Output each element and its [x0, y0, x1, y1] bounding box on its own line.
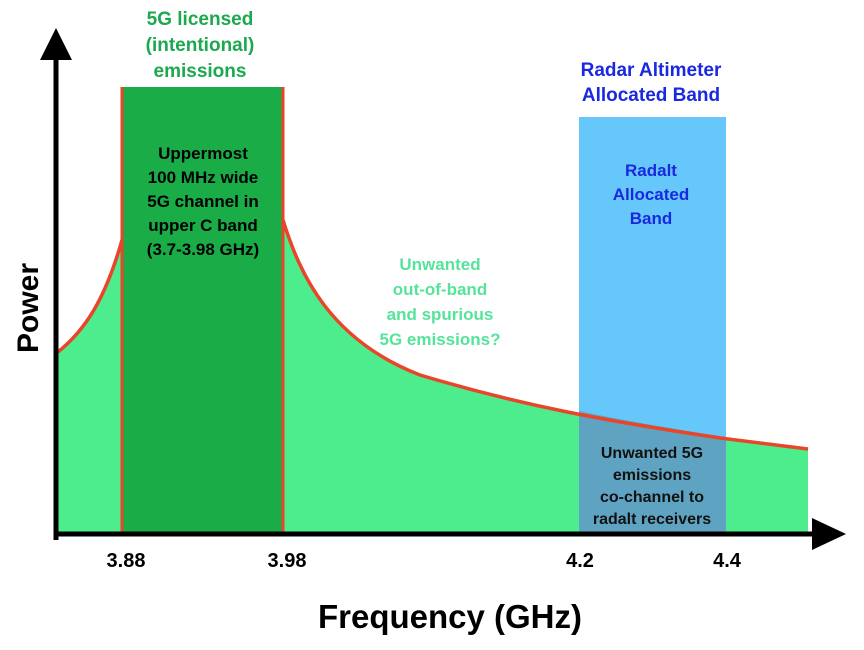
overlap-region-label-line: emissions: [613, 467, 691, 484]
radalt-band-inner-label-line: Radalt: [625, 161, 677, 180]
licensed-band-description-line: 5G channel in: [147, 192, 258, 211]
overlap-region-label-line: Unwanted 5G: [601, 445, 703, 462]
unwanted-emissions-label-line: Unwanted: [399, 255, 480, 274]
x-axis-arrow-icon: [812, 518, 846, 550]
emission-curve-right: [281, 219, 809, 451]
radalt-band-inner-label: Radalt Allocated Band: [613, 161, 690, 228]
tick-label-4-2: 4.2: [566, 550, 594, 572]
licensed-band-title-line: emissions: [154, 61, 247, 82]
radalt-overlap-region: [579, 411, 726, 532]
unwanted-emissions-label-line: 5G emissions?: [380, 330, 501, 349]
x-axis-title: Frequency (GHz): [318, 598, 582, 635]
unwanted-emissions-label: Unwanted out-of-band and spurious 5G emissi…: [380, 255, 501, 349]
licensed-band-block: [122, 87, 283, 532]
radalt-band-title-line: Allocated Band: [582, 85, 720, 106]
licensed-band-description: Uppermost 100 MHz wide 5G channel in upper …: [147, 144, 259, 259]
overlap-region-label-line: co-channel to: [600, 489, 704, 506]
radalt-band-inner-label-line: Allocated: [613, 185, 690, 204]
overlap-region-label-line: radalt receivers: [593, 511, 711, 528]
licensed-band-title-line: 5G licensed: [147, 9, 254, 30]
y-axis-arrow-icon: [40, 28, 72, 60]
tick-label-4-4: 4.4: [713, 550, 742, 572]
licensed-band-title-line: (intentional): [146, 35, 255, 56]
licensed-band-description-line: upper C band: [148, 216, 258, 235]
licensed-band-description-line: (3.7-3.98 GHz): [147, 240, 259, 259]
licensed-band-description-line: 100 MHz wide: [148, 168, 259, 187]
emission-curve-left: [56, 239, 124, 354]
licensed-band-title: 5G licensed (intentional) emissions: [146, 9, 255, 82]
y-axis-title: Power: [12, 263, 45, 353]
radalt-band-title: Radar Altimeter Allocated Band: [581, 60, 722, 106]
overlap-region-label: Unwanted 5G emissions co-channel to radalt …: [593, 445, 711, 528]
unwanted-emissions-label-line: and spurious: [387, 305, 494, 324]
tick-label-3-98: 3.98: [268, 550, 307, 572]
radalt-band-title-line: Radar Altimeter: [581, 60, 722, 81]
tick-label-3-88: 3.88: [107, 550, 146, 572]
unwanted-emissions-label-line: out-of-band: [393, 280, 487, 299]
radalt-band-inner-label-line: Band: [630, 209, 673, 228]
licensed-band-description-line: Uppermost: [158, 144, 248, 163]
